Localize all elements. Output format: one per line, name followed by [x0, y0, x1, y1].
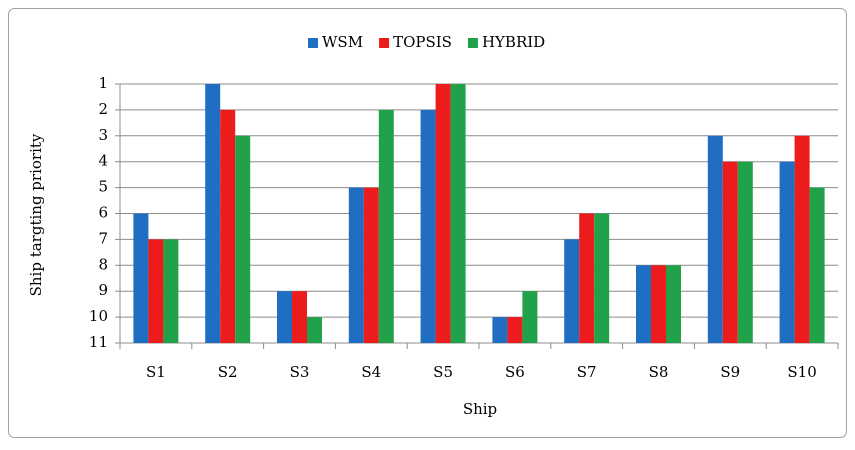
- bar: [220, 109, 236, 344]
- y-tick-label: 6: [98, 204, 108, 222]
- y-tick-label: 8: [98, 255, 108, 273]
- bar: [779, 161, 795, 343]
- y-tick-label: 1: [98, 74, 108, 92]
- bar: [492, 317, 508, 343]
- bar: [507, 317, 523, 343]
- bar: [148, 239, 164, 343]
- y-tick-label: 2: [98, 100, 108, 118]
- y-axis-title: Ship targting priority: [27, 133, 45, 296]
- legend-swatch: [308, 38, 318, 48]
- bar: [594, 213, 610, 343]
- y-tick-label: 3: [98, 126, 108, 144]
- bar: [651, 265, 666, 343]
- bar: [163, 239, 179, 343]
- y-tick-label: 10: [89, 307, 108, 325]
- bar: [205, 84, 221, 343]
- bar: [666, 265, 681, 343]
- x-tick-label: S5: [433, 363, 453, 381]
- bar: [435, 84, 451, 343]
- y-tick-label: 9: [98, 281, 108, 299]
- bar: [722, 161, 738, 343]
- bar: [348, 187, 364, 343]
- bar: [737, 161, 753, 343]
- x-tick-label: S3: [290, 363, 310, 381]
- bar: [564, 239, 580, 343]
- y-tick-label: 4: [98, 152, 108, 170]
- bar: [277, 291, 292, 343]
- y-tick-label: 7: [98, 229, 108, 247]
- x-tick-label: S6: [505, 363, 525, 381]
- x-tick-label: S1: [146, 363, 166, 381]
- bar: [420, 109, 436, 344]
- bar: [363, 187, 379, 343]
- bar: [707, 135, 723, 343]
- x-tick-label: S9: [720, 363, 740, 381]
- bar: [522, 291, 538, 343]
- bar: [636, 265, 651, 343]
- x-tick-label: S2: [218, 363, 238, 381]
- bar: [292, 291, 307, 343]
- x-axis-title: Ship: [463, 400, 497, 418]
- bar: [235, 135, 251, 343]
- bar: [794, 135, 810, 343]
- bar: [133, 213, 149, 343]
- bar: [809, 187, 825, 343]
- legend-swatch: [467, 38, 478, 48]
- x-tick-label: S10: [787, 363, 816, 381]
- x-tick-label: S4: [361, 363, 381, 381]
- bar: [307, 317, 322, 343]
- legend-swatch: [379, 38, 390, 48]
- legend-label: TOPSIS: [393, 33, 452, 51]
- x-tick-label: S7: [577, 363, 597, 381]
- bar: [579, 213, 595, 343]
- legend-label: HYBRID: [482, 33, 545, 51]
- y-tick-label: 11: [89, 333, 108, 351]
- bar: [378, 109, 394, 344]
- x-tick-label: S8: [649, 363, 669, 381]
- bar: [450, 84, 466, 343]
- y-tick-label: 5: [98, 178, 108, 196]
- legend-label: WSM: [322, 33, 363, 51]
